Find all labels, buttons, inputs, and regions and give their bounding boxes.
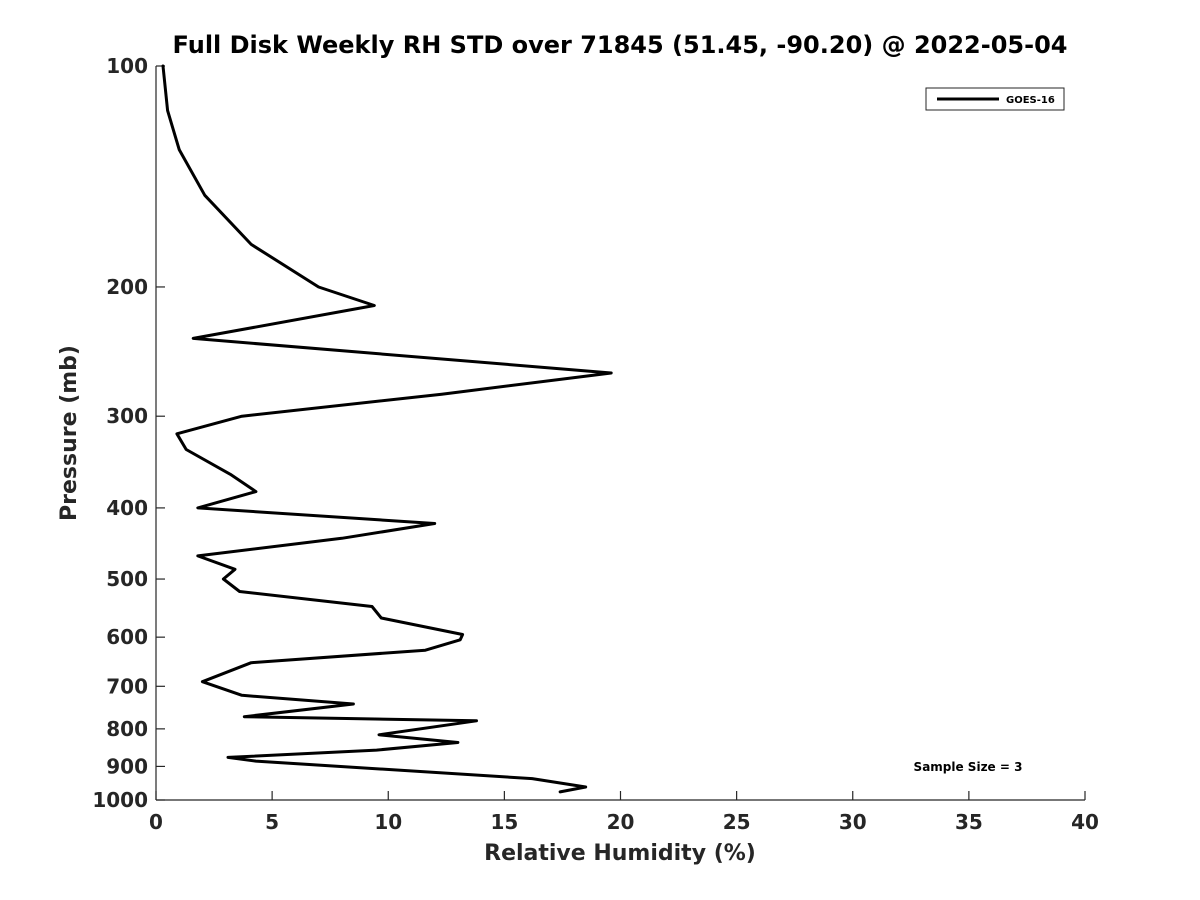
y-tick-label: 600	[106, 625, 148, 649]
y-tick-label: 400	[106, 496, 148, 520]
x-tick-label: 40	[1071, 810, 1099, 834]
x-axis-label: Relative Humidity (%)	[484, 841, 756, 866]
y-tick-label: 1000	[92, 788, 148, 812]
y-axis-label: Pressure (mb)	[57, 345, 82, 521]
y-tick-label: 500	[106, 567, 148, 591]
x-tick-label: 15	[490, 810, 518, 834]
x-tick-label: 5	[265, 810, 279, 834]
x-tick-label: 30	[839, 810, 867, 834]
y-tick-label: 800	[106, 717, 148, 741]
chart-title: Full Disk Weekly RH STD over 71845 (51.4…	[173, 31, 1068, 59]
y-tick-label: 900	[106, 754, 148, 778]
sample-size-annotation: Sample Size = 3	[914, 760, 1023, 774]
x-tick-label: 35	[955, 810, 983, 834]
legend-label-goes-16: GOES-16	[1006, 95, 1055, 106]
x-ticks: 0 5 10 15 20 25 30 35 40	[149, 791, 1099, 834]
x-tick-label: 20	[607, 810, 635, 834]
x-tick-label: 10	[374, 810, 402, 834]
series-group	[161, 64, 613, 794]
y-tick-label: 300	[106, 404, 148, 428]
x-tick-label: 25	[723, 810, 751, 834]
x-tick-label: 0	[149, 810, 163, 834]
y-tick-label: 700	[106, 674, 148, 698]
y-tick-label: 100	[106, 54, 148, 78]
legend: GOES-16	[925, 87, 1065, 111]
series-line-goes-16	[161, 64, 613, 794]
y-ticks: 100 200 300 400 500 600 700 800 900 1000	[92, 54, 165, 812]
plot-area	[155, 66, 1085, 801]
y-tick-label: 200	[106, 275, 148, 299]
